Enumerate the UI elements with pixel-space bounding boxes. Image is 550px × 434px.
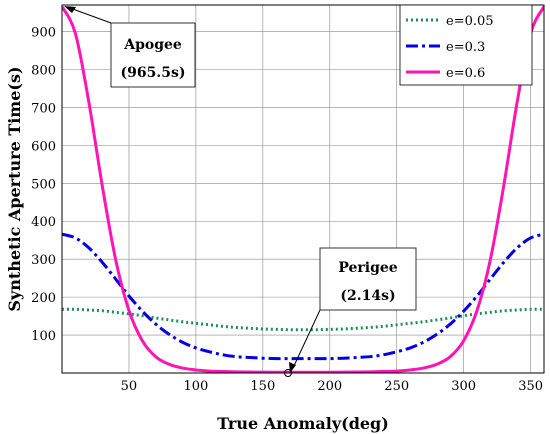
x-tick-label: 150 — [250, 379, 275, 394]
x-tick-label: 50 — [121, 379, 138, 394]
series-line-e-0-05 — [62, 307, 544, 332]
apogee-arrow — [69, 7, 112, 24]
y-tick-label: 500 — [31, 177, 56, 192]
apogee-annotation: Apogee (965.5s) — [64, 6, 196, 88]
x-tick-label: 250 — [384, 379, 409, 394]
perigee-arrow — [292, 309, 321, 369]
legend-label-e03: e=0.3 — [446, 40, 485, 55]
y-tick-label: 100 — [31, 329, 56, 344]
legend: e=0.05 e=0.3 e=0.6 — [399, 4, 533, 86]
x-tick-label: 350 — [518, 379, 543, 394]
legend-label-e005: e=0.05 — [446, 14, 494, 29]
series-lines — [62, 5, 544, 373]
y-tick-label: 400 — [31, 215, 56, 230]
x-axis-label: True Anomaly(deg) — [217, 414, 389, 433]
y-tick-label: 200 — [31, 291, 56, 306]
perigee-label: Perigee — [338, 260, 397, 276]
y-tick-label: 800 — [31, 63, 56, 78]
apogee-label: Apogee — [123, 37, 182, 53]
tick-labels: 50 100 150 200 250 300 350 100 200 300 400 500 600 70… — [31, 26, 543, 394]
x-tick-label: 300 — [451, 379, 476, 394]
perigee-box — [319, 247, 417, 311]
apogee-box — [110, 22, 196, 88]
x-tick-label: 200 — [317, 379, 342, 394]
y-tick-label: 600 — [31, 139, 56, 154]
apogee-value: (965.5s) — [121, 65, 186, 81]
y-tick-label: 300 — [31, 253, 56, 268]
perigee-annotation: Perigee (2.14s) — [284, 247, 417, 377]
perigee-value: (2.14s) — [340, 288, 395, 304]
x-tick-label: 100 — [183, 379, 208, 394]
plot-frame — [61, 4, 545, 374]
legend-label-e06: e=0.6 — [446, 66, 485, 81]
perigee-marker — [284, 369, 292, 377]
series-line-e-0-6 — [62, 5, 544, 373]
apogee-arrowhead — [64, 6, 76, 13]
y-axis-label: Synthetic Aperture Time(s) — [5, 66, 24, 311]
y-tick-label: 700 — [31, 101, 56, 116]
series-line-e-0-3 — [62, 232, 544, 361]
y-tick-label: 900 — [31, 26, 56, 41]
